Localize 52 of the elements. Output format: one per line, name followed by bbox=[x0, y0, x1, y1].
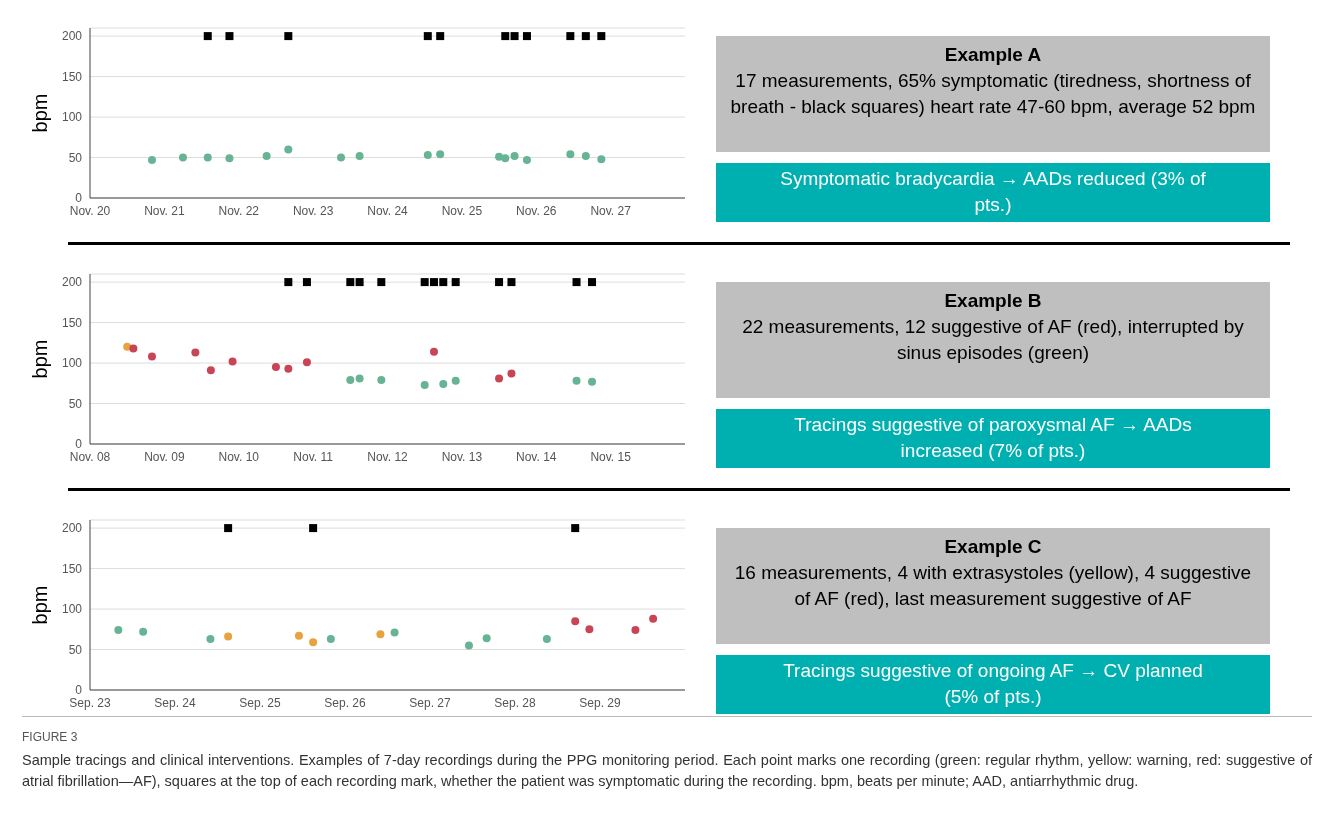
y-tick-label: 150 bbox=[61, 315, 83, 330]
x-tick-label: Nov. 14 bbox=[516, 449, 557, 464]
text: Symptomatic bradycardia → AADs reduced (3% of pts.) bbox=[716, 163, 1270, 222]
x-tick-label: Nov. 27 bbox=[590, 203, 632, 218]
x-tick-label: Nov. 09 bbox=[144, 449, 185, 464]
x-tick-label: Nov. 26 bbox=[516, 203, 557, 218]
y-tick-label: 200 bbox=[61, 521, 83, 536]
y-tick-label: 150 bbox=[61, 69, 83, 84]
x-tick-label: Sep. 23 bbox=[69, 695, 112, 710]
x-tick-label: Nov. 22 bbox=[218, 203, 260, 218]
y-tick-label: 50 bbox=[68, 642, 83, 657]
x-tick-label: Sep. 24 bbox=[154, 695, 197, 710]
y-tick-label: 50 bbox=[68, 396, 83, 411]
x-tick-label: Nov. 10 bbox=[218, 449, 260, 464]
y-tick-label: 0 bbox=[75, 191, 83, 206]
x-tick-label: Nov. 24 bbox=[367, 203, 409, 218]
x-tick-label: Sep. 25 bbox=[239, 695, 282, 710]
y-axis-title: bpm bbox=[29, 585, 52, 625]
y-tick-label: 0 bbox=[75, 683, 83, 698]
text: Sample tracings and clinical interventions. Examples of 7-day recordings during the PPG monitoring period. Each point marks one recording (green: regular rhythm, yellow: warning, red: suggestive of atrial fibrillation—AF), squares at the top of each recording mark, whether the patient was symptomatic during the recording. bpm, beats per minute; AAD, antiarrhythmic drug. bbox=[22, 751, 1312, 791]
text: 16 measurements, 4 with extrasystoles (yellow), 4 suggestive of AF (red), last measurement suggestive of AF bbox=[733, 561, 1253, 611]
x-tick-label: Nov. 21 bbox=[144, 203, 185, 218]
x-tick-label: Nov. 23 bbox=[292, 203, 334, 218]
x-tick-label: Sep. 27 bbox=[409, 695, 452, 710]
y-tick-label: 100 bbox=[61, 110, 83, 125]
text: Example C bbox=[943, 535, 1043, 559]
text: 17 measurements, 65% symptomatic (tiredness, shortness of breath - black squares) heart rate 47-60 bpm, average 52 bpm bbox=[730, 69, 1256, 119]
text: Tracings suggestive of paroxysmal AF → AADs increased (7% of pts.) bbox=[716, 409, 1270, 468]
y-tick-label: 150 bbox=[61, 561, 83, 576]
x-tick-label: Sep. 28 bbox=[494, 695, 537, 710]
x-tick-label: Nov. 15 bbox=[590, 449, 632, 464]
text: Example A bbox=[943, 43, 1043, 67]
y-tick-label: 100 bbox=[61, 356, 83, 371]
x-tick-label: Nov. 08 bbox=[69, 449, 111, 464]
y-tick-label: 100 bbox=[61, 602, 83, 617]
y-tick-label: 200 bbox=[61, 275, 83, 290]
y-tick-label: 0 bbox=[75, 437, 83, 452]
y-axis-title: bpm bbox=[29, 93, 52, 133]
x-tick-label: Nov. 20 bbox=[69, 203, 111, 218]
x-tick-label: Nov. 13 bbox=[441, 449, 483, 464]
text: 22 measurements, 12 suggestive of AF (red), interrupted by sinus episodes (green) bbox=[741, 315, 1245, 365]
x-tick-label: Nov. 25 bbox=[441, 203, 483, 218]
x-tick-label: Nov. 11 bbox=[293, 449, 334, 464]
caption: FIGURE 3 bbox=[22, 729, 79, 746]
x-tick-label: Nov. 12 bbox=[367, 449, 409, 464]
text: Example B bbox=[943, 289, 1043, 313]
x-tick-label: Sep. 29 bbox=[579, 695, 622, 710]
y-axis-title: bpm bbox=[29, 339, 52, 379]
text: Tracings suggestive of ongoing AF → CV planned (5% of pts.) bbox=[716, 655, 1270, 714]
x-tick-label: Sep. 26 bbox=[324, 695, 367, 710]
y-tick-label: 200 bbox=[61, 29, 83, 44]
y-tick-label: 50 bbox=[68, 150, 83, 165]
